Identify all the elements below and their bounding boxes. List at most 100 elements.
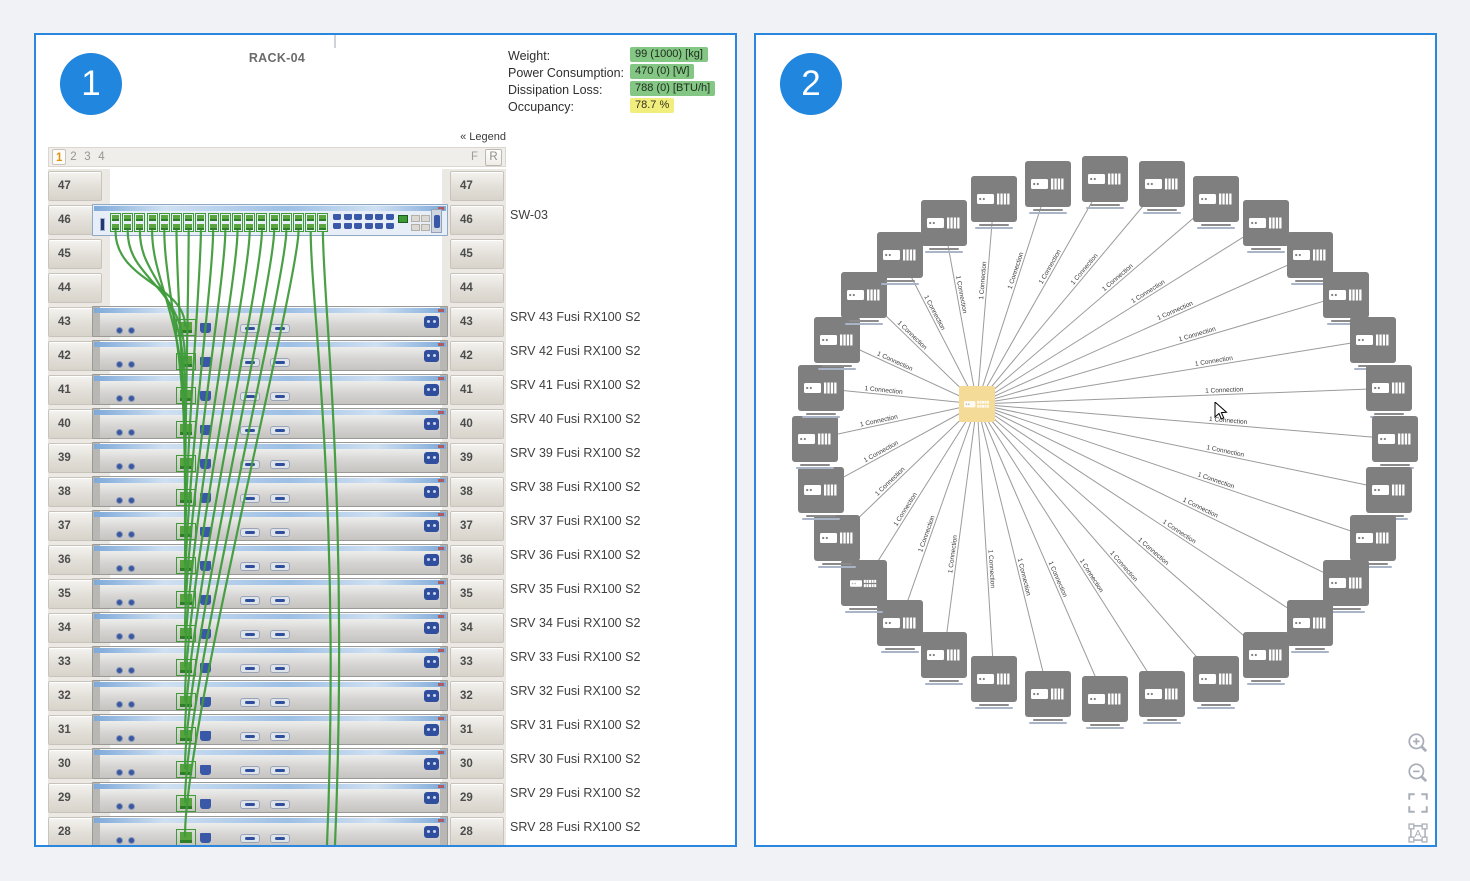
server-node[interactable]: [1363, 466, 1415, 520]
node-caption-line: [1086, 207, 1124, 209]
ethernet-port-blue: [333, 223, 341, 229]
server-node[interactable]: [1284, 599, 1336, 653]
server-node[interactable]: [1363, 365, 1415, 419]
blank-module: [411, 215, 420, 222]
fit-view-icon[interactable]: [1405, 790, 1431, 816]
server-node[interactable]: [1022, 160, 1074, 214]
server-node[interactable]: [838, 271, 890, 325]
server-node[interactable]: [1136, 671, 1188, 724]
server-node[interactable]: [1079, 156, 1131, 209]
serial-connector: [240, 392, 260, 401]
server-node[interactable]: [874, 599, 926, 653]
round-connector: [116, 837, 123, 844]
switch-device[interactable]: [92, 204, 448, 236]
server-node[interactable]: [795, 365, 847, 419]
edge-label: 1 Connection: [987, 550, 996, 589]
round-connector: [116, 701, 123, 708]
node-caption-line: [1086, 727, 1124, 729]
rack-interior: [110, 271, 442, 305]
server-node[interactable]: [918, 632, 970, 686]
server-device[interactable]: [92, 680, 448, 711]
server-device[interactable]: [92, 442, 448, 473]
server-node[interactable]: [1369, 416, 1421, 469]
ethernet-port-green: [295, 215, 302, 221]
server-device[interactable]: [92, 306, 448, 337]
server-node[interactable]: [1284, 232, 1336, 286]
ethernet-port-blue: [354, 223, 362, 229]
mount-ear: [440, 783, 447, 812]
server-node[interactable]: [1022, 671, 1074, 724]
server-device[interactable]: [92, 408, 448, 439]
server-node[interactable]: [1240, 199, 1292, 253]
server-device[interactable]: [92, 578, 448, 609]
power-socket: [424, 622, 439, 634]
serial-connector: [240, 800, 260, 809]
rack-view-tab-3[interactable]: 3: [84, 151, 91, 163]
mount-ear: [93, 579, 100, 608]
power-socket: [424, 350, 439, 362]
stat-value-badge: 99 (1000) [kg]: [630, 47, 708, 62]
ethernet-port-green: [180, 322, 192, 333]
stat-value-badge: 470 (0) [W]: [630, 64, 695, 79]
rack-side-button-f[interactable]: F: [470, 151, 478, 163]
server-node[interactable]: [1190, 656, 1242, 710]
serial-connector: [240, 630, 260, 639]
server-device[interactable]: [92, 646, 448, 677]
server-device[interactable]: [92, 374, 448, 405]
server-device[interactable]: [92, 544, 448, 575]
server-node[interactable]: [918, 199, 970, 253]
server-device[interactable]: [92, 510, 448, 541]
server-device[interactable]: [92, 782, 448, 813]
rack-view-tab-2[interactable]: 2: [70, 151, 77, 163]
ethernet-port-green: [180, 798, 192, 809]
node-caption-line: [1033, 208, 1064, 211]
switch-node[interactable]: [838, 560, 890, 614]
server-icon: [1082, 676, 1128, 722]
mount-ear: [440, 443, 447, 472]
server-front-strip: [94, 682, 446, 687]
server-node[interactable]: [968, 656, 1020, 710]
legend-link[interactable]: « Legend: [460, 131, 506, 143]
mount-ear: [93, 545, 100, 574]
hub-switch-node[interactable]: [959, 386, 995, 422]
fit-labels-icon[interactable]: A: [1405, 820, 1431, 845]
server-device[interactable]: [92, 816, 448, 845]
server-icon: [1366, 466, 1413, 513]
server-node[interactable]: [795, 466, 847, 520]
server-node[interactable]: [1136, 160, 1188, 214]
zoom-in-icon[interactable]: [1405, 730, 1431, 756]
rack-view-tab-4[interactable]: 4: [98, 151, 105, 163]
server-node[interactable]: [1320, 560, 1372, 614]
server-device[interactable]: [92, 476, 448, 507]
server-node[interactable]: [1347, 515, 1399, 569]
rack-view-tab-1[interactable]: 1: [52, 149, 67, 165]
server-node[interactable]: [1190, 175, 1242, 229]
server-node[interactable]: [1240, 632, 1292, 686]
server-device[interactable]: [92, 340, 448, 371]
server-node[interactable]: [811, 515, 863, 569]
serial-connector: [270, 800, 290, 809]
unit-number-right: 43: [450, 307, 504, 337]
unit-number-right: 45: [450, 239, 504, 269]
round-connector: [128, 463, 135, 470]
server-node[interactable]: [1079, 676, 1131, 729]
serial-connector: [240, 664, 260, 673]
server-node[interactable]: [1347, 316, 1399, 370]
power-socket: [424, 452, 439, 464]
server-node[interactable]: [968, 175, 1020, 229]
server-node[interactable]: [789, 416, 841, 469]
server-node[interactable]: [1320, 271, 1372, 325]
zoom-out-icon[interactable]: [1405, 760, 1431, 786]
server-device[interactable]: [92, 748, 448, 779]
serial-connector: [270, 460, 290, 469]
server-icon: [1192, 175, 1239, 222]
edge-label: 1 Connection: [896, 320, 929, 352]
rack-side-button-r[interactable]: R: [485, 148, 502, 166]
server-device[interactable]: [92, 612, 448, 643]
unit-number-right: 30: [450, 749, 504, 779]
server-front-strip: [94, 716, 446, 721]
server-device[interactable]: [92, 714, 448, 745]
connected-port-highlight: [176, 659, 196, 676]
ethernet-port-green: [319, 215, 327, 221]
server-node[interactable]: [874, 232, 926, 286]
